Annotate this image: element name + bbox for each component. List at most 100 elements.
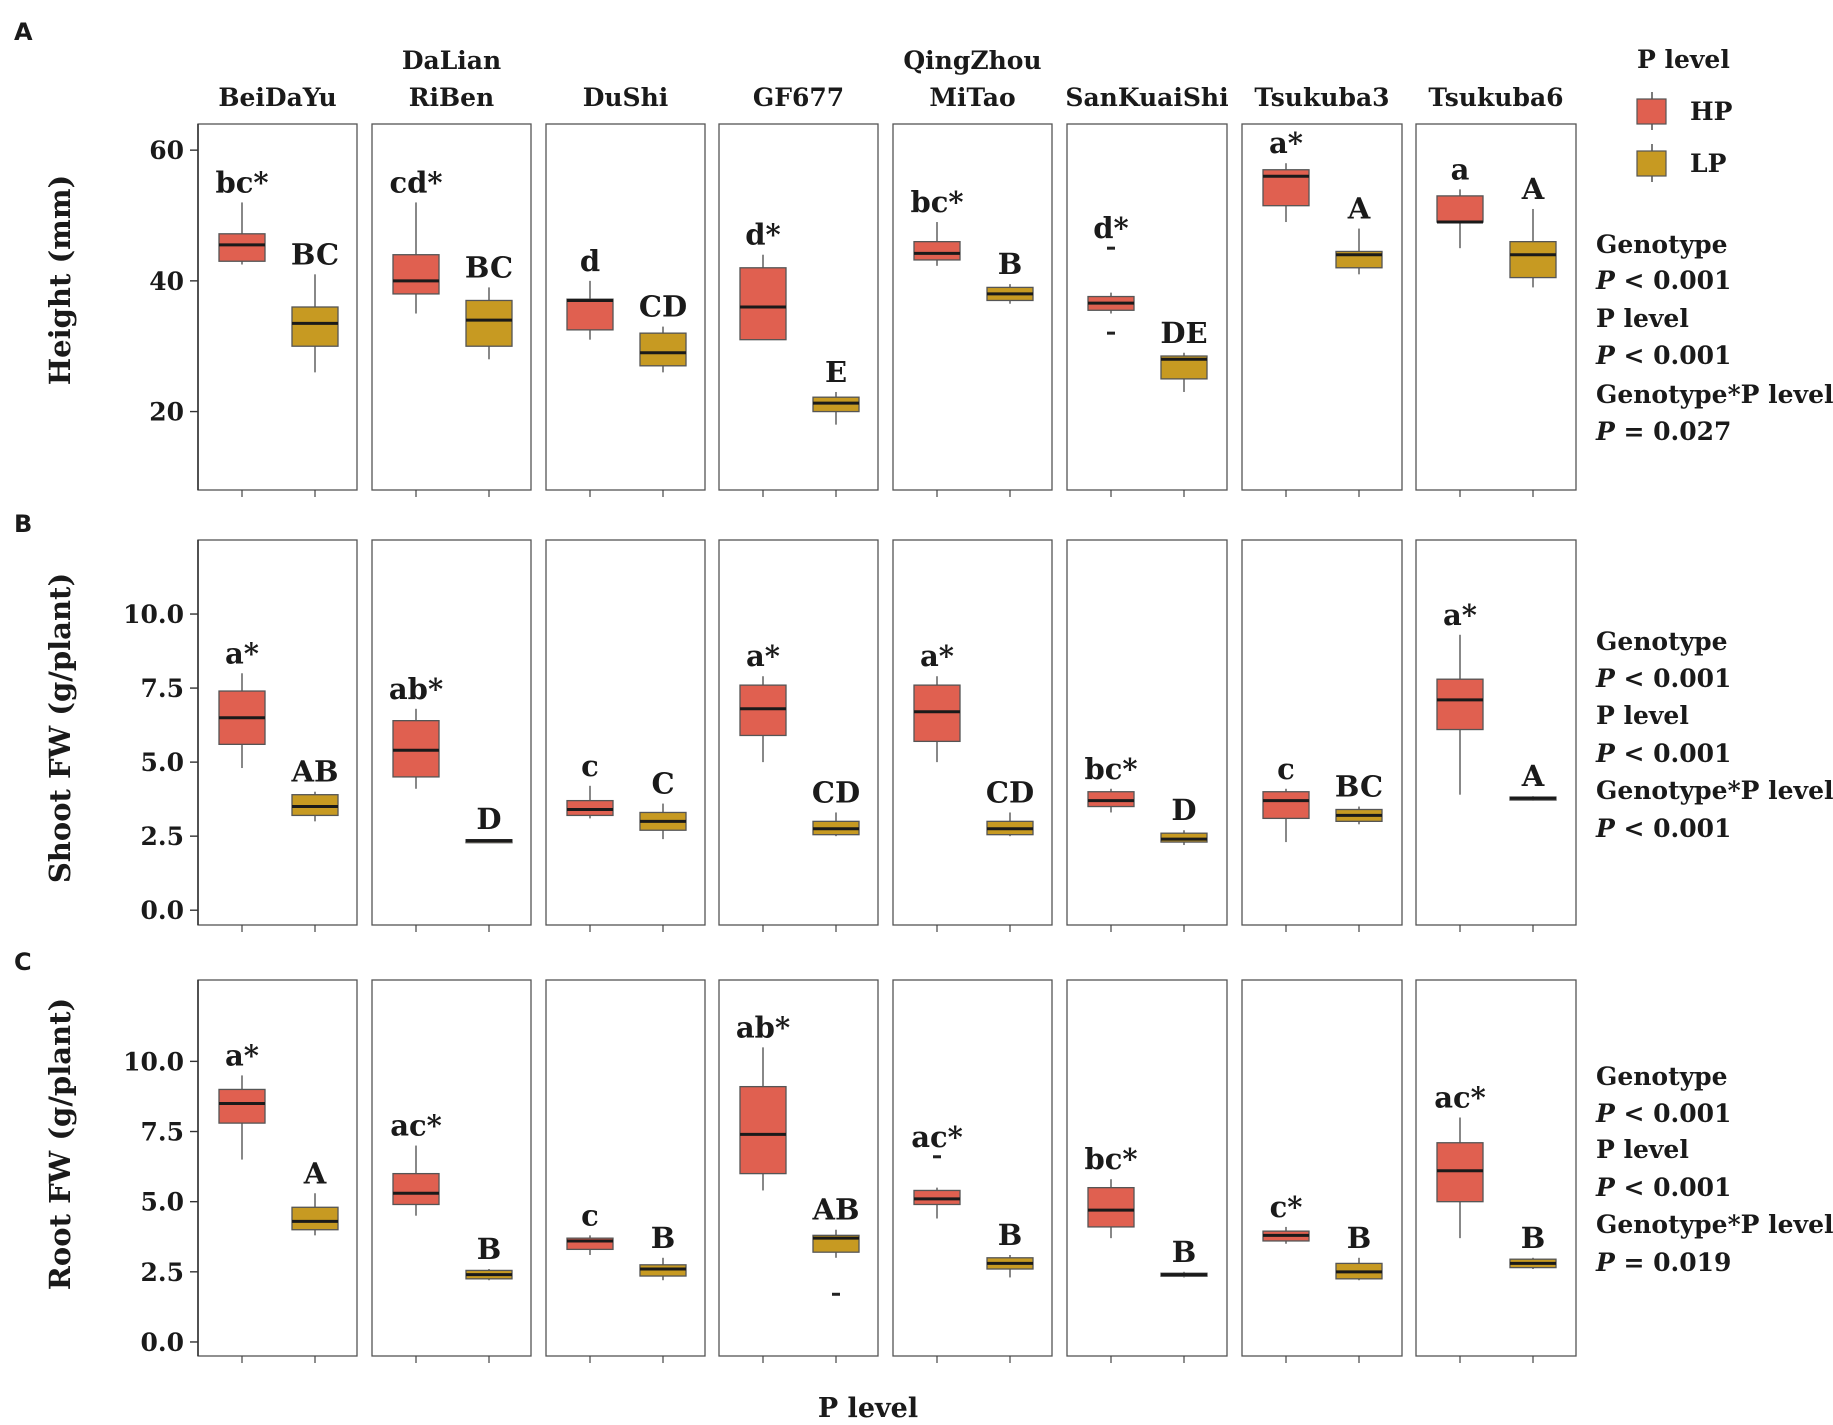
significance-label: ab* [389,672,443,706]
stat-line: P < 0.001 [1595,1173,1731,1202]
stat-line: P < 0.001 [1595,664,1731,693]
y-axis-label-b: Shoot FW (g/plant) [43,573,77,883]
box-hp-gf677: a* [739,639,787,763]
significance-label: B [1172,1235,1197,1269]
significance-label: d* [1093,211,1128,245]
box-body [291,1206,339,1231]
box-body [218,1088,266,1124]
significance-label: c* [1270,1190,1303,1224]
box-lp-sankuaishi: B [1160,1235,1208,1278]
facet-frame [1066,123,1228,491]
significance-label: ac* [1434,1080,1486,1114]
significance-label: c [581,1198,599,1232]
facet-frame [1415,539,1577,926]
box-hp-beidayu: a* [218,1038,266,1160]
significance-label: cd* [389,165,442,199]
significance-label: bc* [215,165,268,199]
legend-swatch-hp [1636,98,1667,125]
box-hp-dushi: c [566,1198,614,1255]
legend-label-lp: LP [1690,149,1727,178]
genotype-header-gf677: GF677 [753,83,844,112]
box-hp-gf677: ab* [736,1010,790,1191]
facet-frame [1241,123,1403,491]
box-body [291,306,339,347]
box-hp-gf677: d* [739,218,787,341]
y-tick-label: 40 [149,267,184,296]
y-axis-label-c: Root FW (g/plant) [43,998,77,1290]
box-hp-tsukuba6: a [1436,152,1484,249]
box-hp-beidayu: bc* [215,165,269,265]
significance-label: D [476,802,501,836]
facet-frame [892,539,1053,926]
stat-line: P = 0.019 [1595,1248,1731,1277]
box-body [639,332,687,367]
stat-line: Genotype*P level [1596,776,1833,805]
significance-label: a* [225,1038,259,1072]
significance-label: BC [465,250,513,284]
y-tick-label: 10.0 [123,600,184,629]
significance-label: BC [291,237,339,271]
significance-label: bc* [1084,1142,1137,1176]
significance-label: ac* [911,1120,963,1154]
significance-label: a* [746,639,780,673]
box-hp-beidayu: a* [218,636,266,769]
facet-frame [892,979,1053,1357]
significance-label: CD [639,290,687,324]
stat-line: Genotype [1596,627,1728,656]
significance-label: ac* [390,1109,442,1143]
panel-letter-c: C [14,948,32,976]
stat-line: P < 0.001 [1595,1099,1731,1128]
box-lp-tsukuba3: BC [1335,770,1383,825]
box-body [1436,195,1484,223]
genotype-headers: BeiDaYu DaLian RiBen DuShi GF677 QingZhou MiTa… [218,46,1563,112]
y-tick-label: 0.0 [141,896,185,925]
panel-a: 20 40 60 bc* cd* d d* bc* d* a* a BC BC CD E B DE A A [149,123,1577,497]
y-tick-label: 10.0 [123,1047,184,1076]
significance-label: B [1347,1221,1372,1255]
box-hp-dalian-riben: ab* [389,672,443,789]
y-axis-label-a: Height (mm) [43,175,77,386]
significance-label: DE [1160,316,1207,350]
box-hp-tsukuba3: a* [1262,126,1310,223]
genotype-header-tsukuba3: Tsukuba3 [1254,83,1389,112]
box-lp-beidayu: AB [290,755,339,822]
legend-item-lp: LP [1636,144,1727,182]
box-hp-dalian-riben: ac* [390,1109,442,1216]
box-lp-tsukuba3: B [1335,1221,1383,1281]
facet-frame [1066,979,1228,1357]
significance-label: B [998,247,1023,281]
box-body [739,1085,787,1175]
significance-label: CD [812,775,860,809]
significance-label: BC [1335,770,1383,804]
box-body [218,233,266,262]
stats-a: Genotype P < 0.001 P level P < 0.001 Genotyp… [1595,230,1833,446]
significance-label: D [1171,793,1196,827]
stat-line: Genotype*P level [1596,1210,1833,1239]
box-hp-dalian-riben: cd* [389,165,443,314]
box-hp-qingzhou-mitao: bc* [910,185,964,266]
significance-label: C [651,767,674,801]
legend-label-hp: HP [1690,97,1733,126]
significance-label: AB [811,1193,859,1227]
box-hp-dushi: c [566,749,614,819]
stat-line: Genotype [1596,230,1728,259]
y-tick-label: 5.0 [141,1188,185,1217]
box-body [1160,355,1208,380]
box-body [566,1237,614,1251]
box-body [1436,678,1484,731]
y-tick-label: 5.0 [141,748,185,777]
box-lp-qingzhou-mitao: CD [986,775,1034,837]
genotype-header-tsukuba6: Tsukuba6 [1428,83,1563,112]
box-body [739,267,787,341]
box-lp-dushi: B [639,1221,687,1281]
box-body [465,299,513,347]
y-tick-label: 7.5 [141,1118,185,1147]
box-lp-sankuaishi: D [1160,793,1208,846]
facet-frame [718,123,879,491]
box-hp-sankuaishi: d* [1087,211,1135,335]
y-tick-label: 0.0 [141,1328,185,1357]
box-lp-qingzhou-mitao: B [986,1218,1034,1278]
significance-label: A [303,1156,327,1190]
significance-label: CD [986,775,1034,809]
box-lp-gf677: CD [812,775,860,837]
